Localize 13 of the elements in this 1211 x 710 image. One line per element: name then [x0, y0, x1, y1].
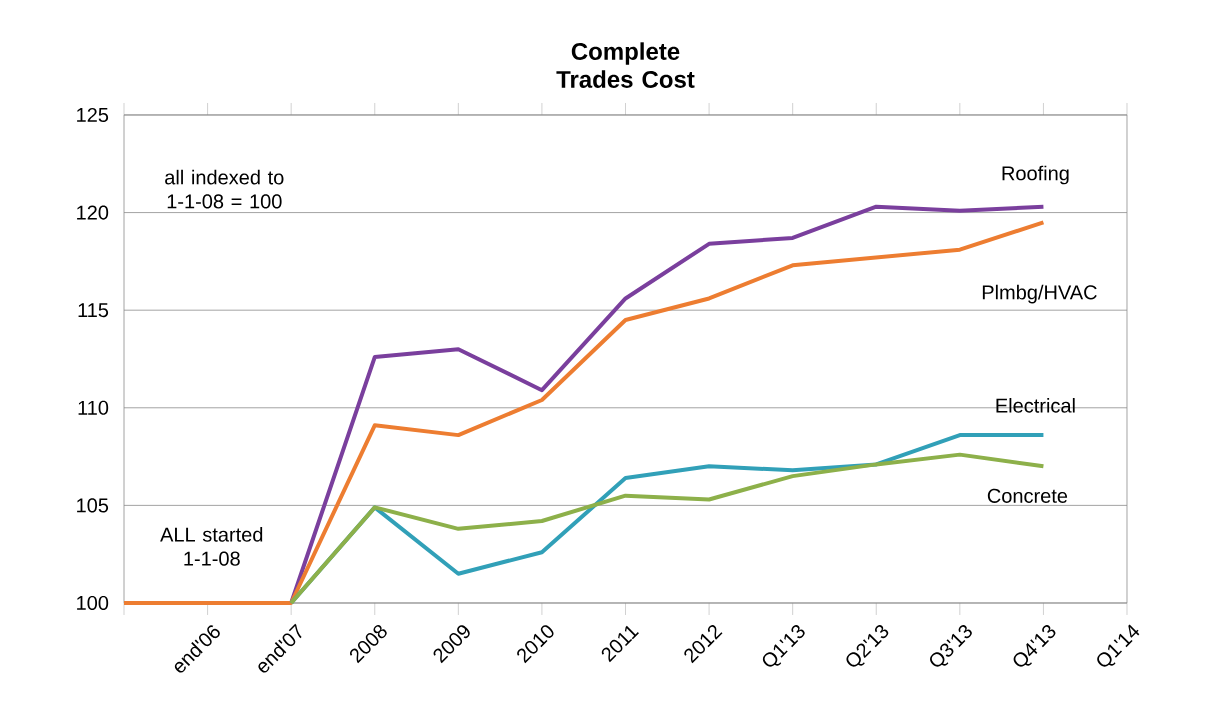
y-tick-label: 100 — [77, 595, 109, 611]
y-tick-label: 115 — [78, 303, 109, 318]
y-tick-label: 125 — [77, 107, 109, 123]
chart-title: Complete Trades Cost — [556, 42, 695, 88]
series-label: Electrical — [996, 398, 1075, 413]
y-tick-label: 110 — [78, 400, 109, 415]
text: Plmbg/HVAC — [982, 284, 1097, 304]
series-label: Roofing — [1002, 165, 1069, 185]
series-label: Concrete — [987, 488, 1068, 503]
annotation: ALL started 1-1-08 — [160, 527, 263, 566]
y-tick-label: 120 — [77, 205, 109, 220]
y-tick-label: 105 — [77, 498, 109, 513]
annotation: all indexed to 1-1-08 = 100 — [165, 169, 284, 209]
